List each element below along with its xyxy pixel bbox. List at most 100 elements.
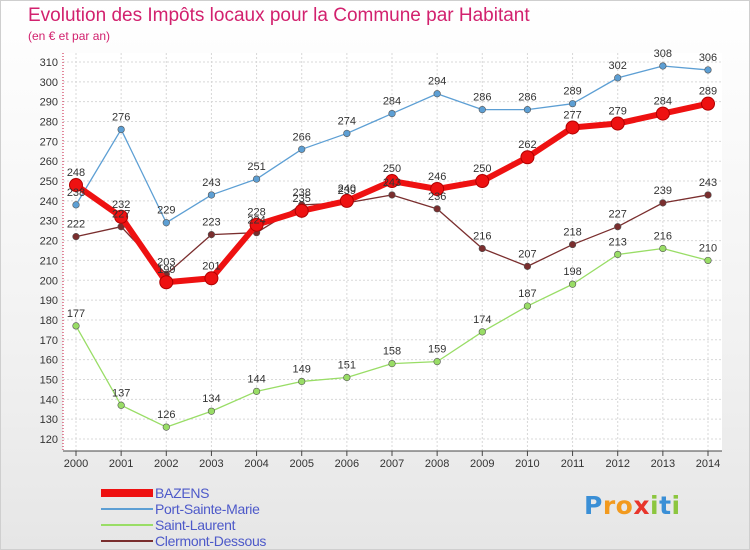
data-point-clermont-dessous: [388, 191, 396, 199]
data-point-saint-laurent: [614, 250, 622, 259]
data-label-saint-laurent: 159: [428, 344, 446, 356]
x-tick-label: 2005: [289, 458, 313, 470]
data-point-port-sainte-marie: [343, 129, 351, 138]
data-point-clermont-dessous: [523, 262, 532, 270]
data-label-saint-laurent: 126: [157, 409, 175, 421]
x-tick-label: 2008: [425, 458, 449, 470]
data-point-bazens: [655, 106, 670, 121]
legend-label-port-sainte-marie: Port-Sainte-Marie: [155, 501, 260, 517]
chart-title: Evolution des Impôts locaux pour la Comm…: [28, 5, 530, 26]
data-label-bazens: 289: [699, 86, 717, 98]
data-label-port-sainte-marie: 302: [609, 60, 627, 72]
data-point-saint-laurent: [72, 322, 80, 330]
data-label-saint-laurent: 187: [518, 288, 536, 300]
y-tick-label: 240: [40, 196, 58, 208]
data-point-clermont-dessous: [568, 240, 577, 249]
data-label-saint-laurent: 198: [563, 266, 581, 278]
data-point-bazens: [385, 174, 399, 189]
y-tick-label: 180: [40, 315, 58, 327]
y-tick-label: 300: [40, 77, 58, 89]
x-tick-label: 2004: [244, 458, 268, 470]
y-tick-label: 120: [40, 434, 58, 446]
legend-label-bazens: BAZENS: [155, 485, 210, 501]
legend-swatch-bazens: [101, 489, 153, 497]
data-label-clermont-dessous: 218: [563, 227, 581, 239]
x-tick-label: 2014: [696, 458, 720, 470]
y-tick-label: 210: [40, 255, 58, 267]
data-point-bazens: [159, 275, 174, 290]
data-point-port-sainte-marie: [433, 90, 441, 98]
data-point-bazens: [114, 209, 129, 224]
logo-letter: x: [633, 491, 650, 520]
data-label-port-sainte-marie: 306: [699, 52, 717, 64]
data-point-bazens: [610, 116, 625, 131]
data-label-port-sainte-marie: 274: [338, 115, 356, 127]
data-point-port-sainte-marie: [72, 201, 80, 209]
data-point-bazens: [701, 96, 715, 111]
data-point-port-sainte-marie: [207, 191, 216, 199]
data-point-clermont-dessous: [207, 231, 216, 239]
data-label-port-sainte-marie: 251: [247, 161, 265, 173]
data-point-clermont-dessous: [72, 233, 80, 241]
data-label-saint-laurent: 210: [699, 242, 717, 254]
data-label-clermont-dessous: 207: [518, 248, 536, 260]
data-label-port-sainte-marie: 276: [112, 111, 130, 123]
legend: BAZENS Port-Sainte-Marie Saint-Laurent Cler…: [101, 485, 266, 549]
data-point-saint-laurent: [162, 423, 170, 431]
y-tick-label: 130: [40, 414, 58, 426]
data-label-clermont-dessous: 243: [383, 177, 401, 189]
data-label-bazens: 235: [293, 193, 311, 205]
y-tick-label: 220: [40, 236, 58, 248]
data-label-bazens: 232: [112, 199, 130, 211]
data-label-port-sainte-marie: 294: [428, 76, 446, 88]
data-point-bazens: [520, 150, 535, 165]
data-point-saint-laurent: [343, 373, 351, 382]
proxiti-logo: Proxiti: [584, 491, 681, 520]
x-tick-label: 2001: [109, 458, 133, 470]
data-label-port-sainte-marie: 289: [563, 86, 581, 98]
y-tick-label: 230: [40, 216, 58, 228]
y-tick-label: 290: [40, 97, 58, 109]
data-label-bazens: 240: [338, 183, 356, 195]
data-label-clermont-dessous: 239: [654, 185, 672, 197]
chart-subtitle: (en € et par an): [28, 29, 111, 43]
data-point-port-sainte-marie: [478, 106, 486, 114]
y-tick-label: 280: [40, 117, 58, 129]
data-point-saint-laurent: [659, 244, 667, 253]
data-label-port-sainte-marie: 229: [157, 205, 175, 217]
data-label-port-sainte-marie: 243: [202, 177, 220, 189]
data-point-port-sainte-marie: [523, 106, 532, 114]
data-point-port-sainte-marie: [614, 74, 622, 82]
data-label-bazens: 228: [247, 207, 265, 219]
data-label-port-sainte-marie: 308: [654, 48, 672, 60]
data-point-clermont-dessous: [433, 205, 441, 213]
logo-letter: i: [671, 491, 681, 520]
data-label-port-sainte-marie: 286: [518, 92, 536, 104]
legend-label-saint-laurent: Saint-Laurent: [155, 517, 236, 533]
y-tick-label: 310: [40, 57, 58, 69]
data-point-clermont-dessous: [659, 199, 667, 207]
x-tick-label: 2013: [651, 458, 675, 470]
y-tick-label: 270: [40, 136, 58, 148]
data-label-saint-laurent: 177: [67, 308, 85, 320]
data-label-bazens: 199: [157, 264, 175, 276]
legend-item-bazens: BAZENS: [101, 485, 266, 501]
data-label-clermont-dessous: 224: [247, 215, 265, 227]
legend-swatch-clermont-dessous: [101, 540, 153, 542]
data-label-bazens: 284: [654, 96, 672, 108]
data-point-port-sainte-marie: [659, 62, 667, 70]
data-point-port-sainte-marie: [388, 109, 396, 118]
data-point-port-sainte-marie: [117, 125, 125, 134]
legend-swatch-port-sainte-marie: [101, 508, 153, 510]
data-point-saint-laurent: [298, 377, 306, 386]
data-label-saint-laurent: 149: [293, 363, 311, 375]
data-label-saint-laurent: 216: [654, 231, 672, 243]
data-label-bazens: 250: [473, 163, 491, 175]
y-tick-label: 150: [40, 374, 58, 386]
data-point-saint-laurent: [523, 302, 532, 310]
data-point-bazens: [204, 271, 219, 286]
data-point-port-sainte-marie: [568, 100, 577, 108]
data-label-saint-laurent: 134: [202, 393, 220, 405]
